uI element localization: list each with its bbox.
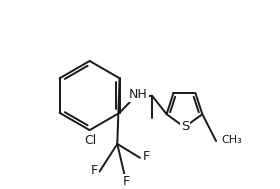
Text: S: S [181, 120, 189, 133]
Text: F: F [91, 164, 98, 177]
Text: F: F [142, 150, 150, 163]
Text: F: F [123, 175, 130, 188]
Text: Cl: Cl [85, 135, 97, 147]
Text: NH: NH [129, 88, 148, 101]
Text: CH₃: CH₃ [221, 135, 242, 145]
